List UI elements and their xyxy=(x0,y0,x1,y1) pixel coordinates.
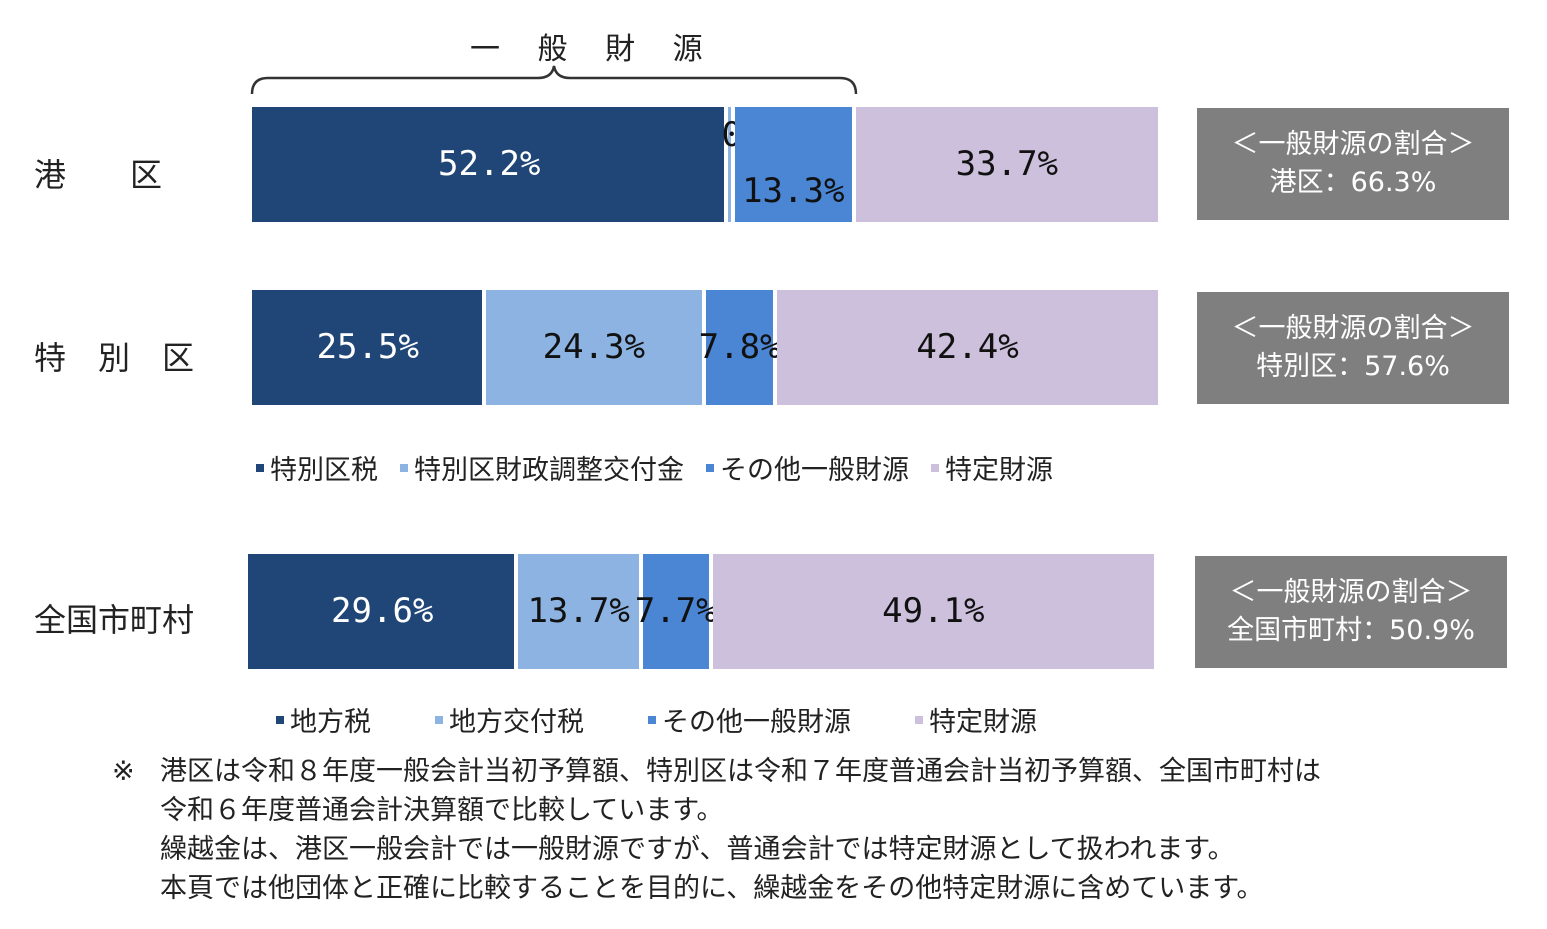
data-label: 7.8% xyxy=(698,327,781,367)
legend-tokubetsu: 特別区税 特別区財政調整交付金 その他一般財源 特定財源 xyxy=(256,448,1075,487)
row-label: 港 区 xyxy=(34,156,163,194)
legend-item: 地方税 xyxy=(276,700,371,739)
stacked-bar: 25.5% 24.3% 7.8% 42.4% xyxy=(252,290,1160,405)
legend-label: 地方税 xyxy=(290,707,371,738)
footnote-line: 港区は令和８年度一般会計当初予算額、特別区は令和７年度普通会計当初予算額、全国市… xyxy=(160,756,1321,787)
legend-swatch xyxy=(915,715,923,724)
bar-segment-grant xyxy=(728,107,731,222)
share-title: ＜一般財源の割合＞ xyxy=(1229,577,1473,608)
legend-label: 特別区税 xyxy=(270,455,378,486)
bar-segment-grant xyxy=(518,554,639,669)
data-label: 25.5% xyxy=(316,327,419,367)
data-label: 13.3% xyxy=(742,171,845,211)
data-label: 13.7% xyxy=(527,591,630,631)
bar-segment-other xyxy=(734,107,852,222)
share-value: 全国市町村：50.9% xyxy=(1227,615,1475,646)
legend-item: 地方交付税 xyxy=(435,700,584,739)
general-funds-share-box: ＜一般財源の割合＞ 特別区：57.6% xyxy=(1197,292,1509,404)
legend-label: その他一般財源 xyxy=(720,455,909,486)
brace-label: 一 般 財 源 xyxy=(470,32,717,67)
legend-swatch xyxy=(706,463,714,472)
footnote-mark: ※ xyxy=(112,756,135,787)
bar-segment-specific xyxy=(777,290,1158,405)
bar-segment-tax xyxy=(248,554,515,669)
legend-label: その他一般財源 xyxy=(662,707,851,738)
legend-swatch xyxy=(256,463,264,472)
legend-item: 特定財源 xyxy=(915,700,1037,739)
data-label: 52.2% xyxy=(438,144,541,184)
legend-swatch xyxy=(400,463,408,472)
stacked-bar: 52.2%0.7%13.3%33.7% xyxy=(252,107,1160,222)
general-funds-share-box: ＜一般財源の割合＞ 全国市町村：50.9% xyxy=(1195,556,1507,668)
share-title: ＜一般財源の割合＞ xyxy=(1231,129,1475,160)
bar-segment-tax xyxy=(252,290,482,405)
legend-label: 特定財源 xyxy=(945,455,1053,486)
footnote-line: 繰越金は、港区一般会計では一般財源ですが、普通会計では特定財源として扱われます。 xyxy=(160,834,1235,865)
bar-segment-specific xyxy=(712,554,1154,669)
data-label: 24.3% xyxy=(542,327,646,367)
data-label: 7.7% xyxy=(634,591,717,631)
general-funds-share-box: ＜一般財源の割合＞ 港区：66.3% xyxy=(1197,108,1509,220)
legend-item: 特定財源 xyxy=(931,448,1053,487)
legend-label: 特定財源 xyxy=(929,707,1037,738)
footnote: ※ 港区は令和８年度一般会計当初予算額、特別区は令和７年度普通会計当初予算額、全… xyxy=(112,752,1321,908)
bar-segment-tax xyxy=(252,107,725,222)
general-funds-brace xyxy=(250,65,858,95)
share-value: 港区：66.3% xyxy=(1269,167,1437,198)
data-label: 42.4% xyxy=(916,327,1019,367)
legend-item: 特別区財政調整交付金 xyxy=(400,448,684,487)
legend-swatch xyxy=(931,463,939,472)
legend-label: 地方交付税 xyxy=(449,707,584,738)
row-label: 特 別 区 xyxy=(34,339,195,377)
legend-national: 地方税 地方交付税 その他一般財源 特定財源 xyxy=(276,700,1101,739)
legend-swatch xyxy=(648,715,656,724)
bar-segment-specific xyxy=(855,107,1158,222)
legend-label: 特別区財政調整交付金 xyxy=(414,455,684,486)
legend-item: 特別区税 xyxy=(256,448,378,487)
data-label: 29.6% xyxy=(331,591,434,631)
legend-swatch xyxy=(276,715,284,724)
share-title: ＜一般財源の割合＞ xyxy=(1231,313,1475,344)
footnote-line: 令和６年度普通会計決算額で比較しています。 xyxy=(160,795,724,826)
legend-item: その他一般財源 xyxy=(648,700,851,739)
data-label: 49.1% xyxy=(882,591,985,631)
row-label: 全国市町村 xyxy=(34,601,195,639)
bar-segment-grant xyxy=(485,290,703,405)
share-value: 特別区：57.6% xyxy=(1256,351,1450,382)
legend-item: その他一般財源 xyxy=(706,448,909,487)
bar-segment-other xyxy=(706,290,773,405)
data-label: 33.7% xyxy=(955,144,1059,184)
bar-segment-other xyxy=(642,554,709,669)
legend-swatch xyxy=(435,715,443,724)
stacked-bar: 29.6% 13.7% 7.7% 49.1% xyxy=(248,554,1156,669)
footnote-line: 本頁では他団体と正確に比較することを目的に、繰越金をその他特定財源に含めています… xyxy=(160,873,1264,904)
